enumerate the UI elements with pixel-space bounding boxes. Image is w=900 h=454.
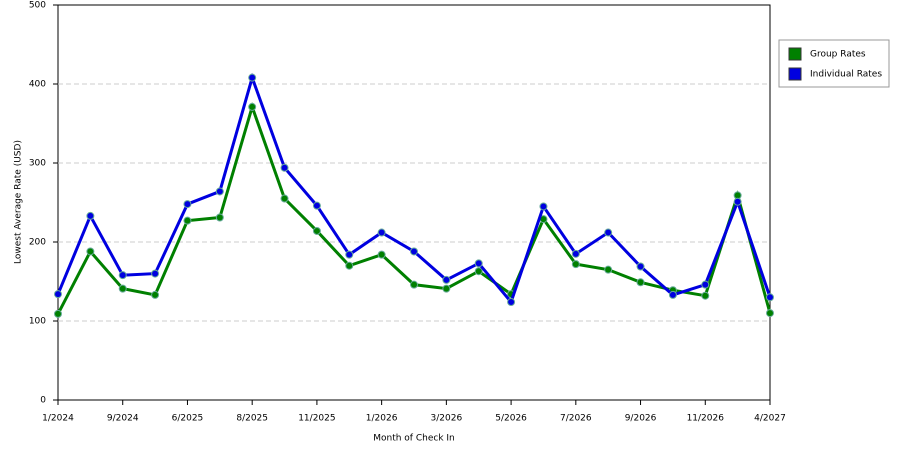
- point: [377, 250, 386, 259]
- point: [312, 226, 321, 235]
- legend-swatch: [788, 47, 802, 61]
- point: [151, 290, 160, 299]
- point: [248, 102, 257, 111]
- point: [118, 271, 127, 280]
- point: [668, 290, 677, 299]
- y-tick-label: 100: [29, 317, 46, 327]
- point: [701, 280, 710, 289]
- x-tick-label: 8/2025: [236, 414, 268, 424]
- y-tick-label: 400: [29, 80, 46, 90]
- point: [151, 269, 160, 278]
- legend-swatch: [788, 67, 802, 81]
- x-tick-label: 9/2024: [107, 414, 139, 424]
- point: [183, 200, 192, 209]
- point: [474, 267, 483, 276]
- point: [571, 260, 580, 269]
- point: [766, 309, 774, 318]
- y-tick-label: 500: [29, 1, 46, 11]
- point: [280, 194, 289, 203]
- x-tick-label: 6/2025: [172, 414, 204, 424]
- point: [183, 216, 192, 225]
- point: [604, 265, 613, 274]
- x-axis-label: Month of Check In: [373, 434, 455, 444]
- point: [474, 259, 483, 268]
- point: [345, 261, 354, 270]
- point: [571, 249, 580, 258]
- x-tick-label: 1/2024: [42, 414, 74, 424]
- point: [507, 298, 516, 307]
- point: [215, 213, 224, 222]
- x-tick-label: 9/2026: [625, 414, 657, 424]
- point: [410, 247, 418, 256]
- point: [442, 284, 451, 293]
- point: [636, 262, 645, 271]
- point: [215, 187, 224, 196]
- point: [118, 284, 127, 293]
- point: [701, 291, 710, 300]
- point: [345, 250, 354, 259]
- point: [86, 247, 95, 256]
- x-tick-label: 3/2026: [431, 414, 463, 424]
- point: [442, 275, 451, 284]
- point: [377, 228, 386, 237]
- y-axis-label: Lowest Average Rate (USD): [14, 140, 24, 264]
- point: [604, 228, 613, 237]
- point: [54, 290, 62, 299]
- point: [312, 201, 321, 210]
- x-tick-label: 11/2025: [298, 414, 335, 424]
- point: [86, 211, 95, 220]
- point: [766, 293, 774, 302]
- point: [248, 73, 257, 82]
- point: [54, 309, 62, 318]
- x-tick-label: 5/2026: [495, 414, 527, 424]
- y-tick-label: 0: [40, 396, 46, 406]
- point: [733, 197, 742, 206]
- point: [410, 280, 418, 289]
- point: [636, 278, 645, 287]
- point: [539, 202, 548, 211]
- y-tick-label: 300: [29, 159, 46, 169]
- x-tick-label: 11/2026: [687, 414, 725, 424]
- x-tick-label: 4/2027: [754, 414, 786, 424]
- x-tick-label: 7/2026: [560, 414, 592, 424]
- plot-area: [57, 4, 771, 401]
- y-tick-label: 200: [29, 238, 46, 248]
- legend-label: Individual Rates: [810, 70, 882, 80]
- point: [280, 163, 289, 172]
- x-tick-label: 1/2026: [366, 414, 398, 424]
- legend-label: Group Rates: [810, 50, 866, 60]
